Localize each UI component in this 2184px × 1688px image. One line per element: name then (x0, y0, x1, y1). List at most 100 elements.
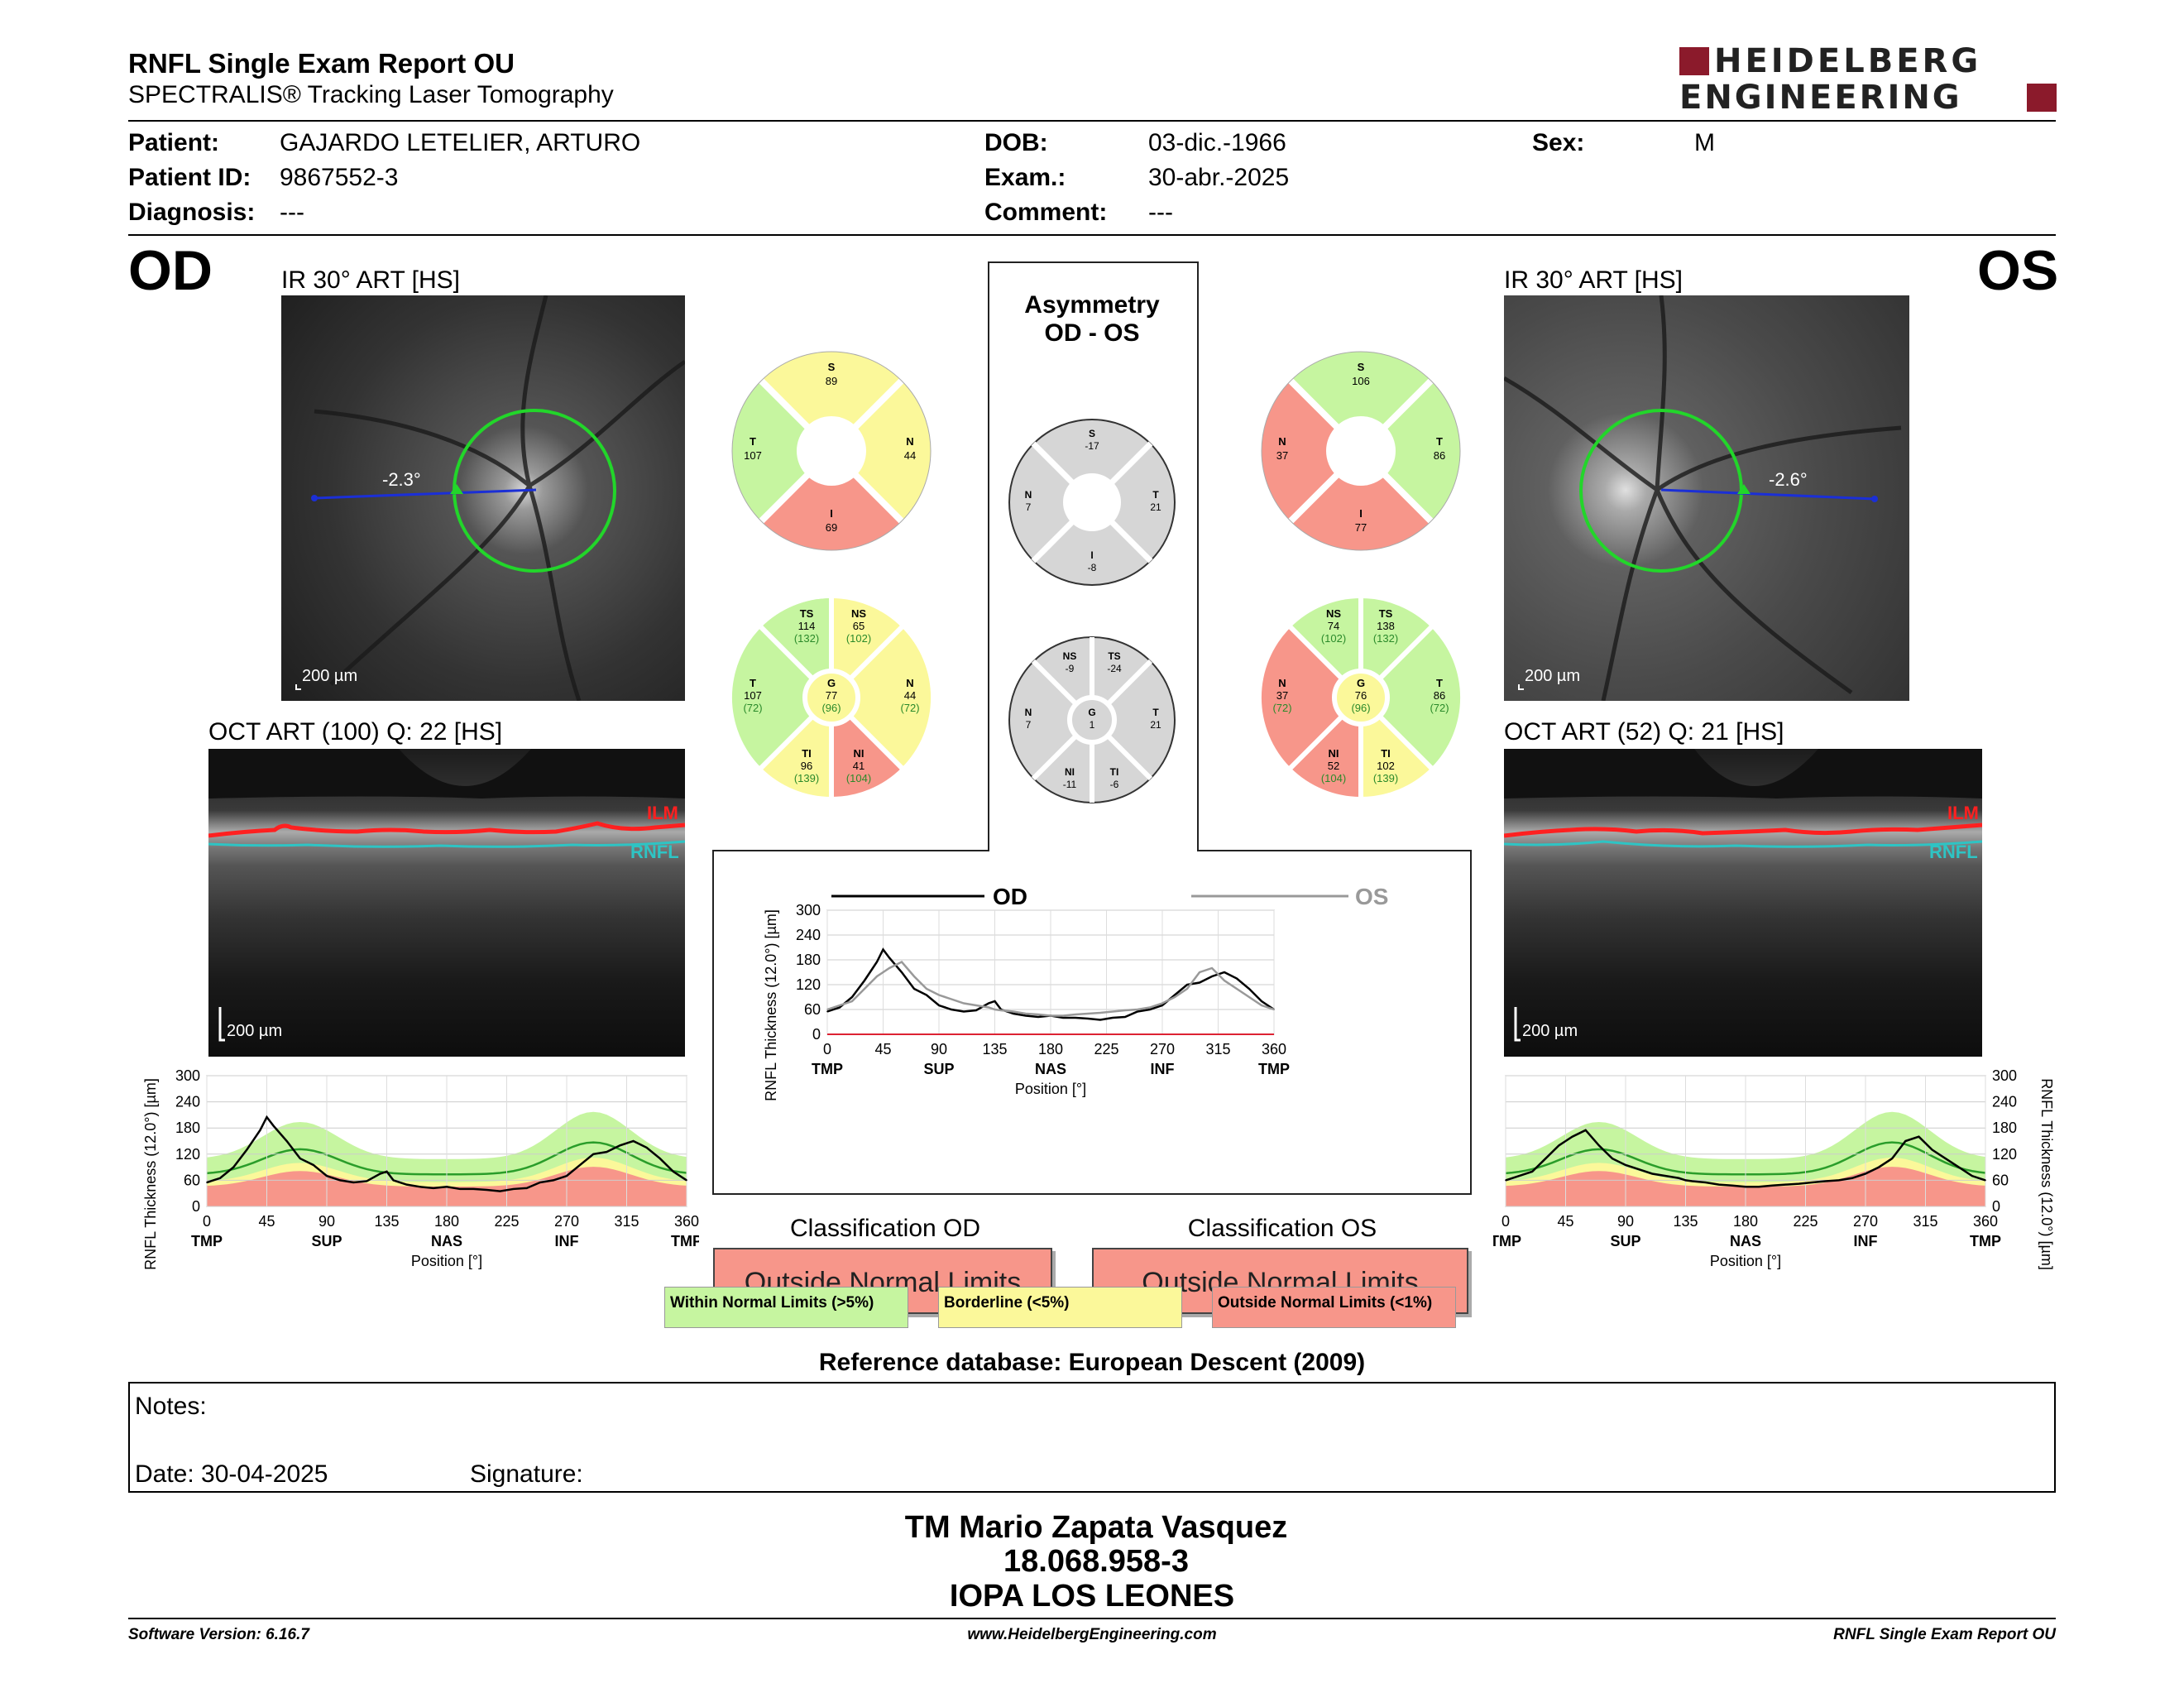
svg-text:T: T (1152, 489, 1159, 501)
svg-text:N: N (1025, 489, 1032, 501)
svg-text:S: S (828, 361, 836, 373)
region-label: TMP (1258, 1061, 1290, 1077)
od-ir-scale: 200 µm (302, 667, 357, 685)
svg-text:106: 106 (1352, 375, 1370, 387)
data-point (1025, 1014, 1027, 1017)
y-tick-label: 60 (1992, 1172, 2009, 1188)
od-ilm-label: ILM (647, 803, 678, 823)
data-point (1784, 1183, 1787, 1186)
svg-text:21: 21 (1150, 719, 1161, 731)
data-point (486, 1189, 488, 1191)
footer-report: RNFL Single Exam Report OU (1833, 1626, 2056, 1643)
os-angle-text: -2.6° (1769, 469, 1808, 490)
data-point (1625, 1164, 1626, 1166)
region-label: TMP (812, 1061, 843, 1077)
data-point (1531, 1171, 1534, 1172)
signer-rut: 18.068.958-3 (1003, 1544, 1189, 1579)
os-ni-sector (1291, 698, 1361, 797)
od-n6-sector (831, 627, 932, 768)
classification-od-label: Classification OD (789, 1215, 981, 1242)
legend-borderline: Borderline (<5%) (938, 1287, 1182, 1328)
data-point (266, 1116, 268, 1118)
data-point (1704, 1182, 1707, 1183)
data-point (1651, 1172, 1654, 1175)
od-ts-sector (761, 597, 831, 698)
data-point (1013, 1013, 1014, 1014)
svg-text:7: 7 (1026, 719, 1032, 731)
svg-text:TS: TS (1379, 607, 1393, 620)
x-tick-label: 360 (674, 1213, 699, 1230)
data-point (525, 1187, 528, 1189)
data-point (1518, 1175, 1520, 1177)
od-thickness-chart: 0 60 120 180 240 300 0 45 90 135 180 225 270 315 360 TM… (142, 1067, 699, 1270)
y-tick-label: 300 (175, 1067, 200, 1084)
region-label: SUP (311, 1233, 342, 1249)
data-point (1584, 1129, 1587, 1131)
divider-patient (128, 234, 2056, 236)
data-point (1891, 1158, 1894, 1159)
data-point (1112, 1017, 1114, 1019)
data-point (963, 1002, 965, 1005)
svg-text:T: T (1436, 677, 1443, 689)
os-ti-sector (1361, 698, 1431, 798)
y-axis-label: RNFL Thickness (12.0°) [µm] (142, 1078, 159, 1270)
svg-text:(102): (102) (846, 632, 871, 645)
data-point (1957, 1166, 1960, 1168)
data-point (553, 1179, 554, 1182)
os-axis-line (1660, 488, 1875, 501)
footer-version: Software Version: 6.16.7 (128, 1626, 309, 1643)
data-point (951, 998, 952, 1000)
data-point (419, 1186, 421, 1188)
exam-label: Exam.: (984, 164, 1066, 191)
os-eye-label: OS (1977, 239, 2059, 302)
data-point (975, 1009, 977, 1011)
data-point (1149, 1006, 1151, 1009)
region-label: TMP (671, 1233, 699, 1249)
data-point (913, 988, 915, 990)
data-point (1174, 994, 1176, 996)
comment-label: Comment: (984, 199, 1108, 226)
data-point (206, 1182, 208, 1183)
svg-text:(72): (72) (900, 702, 919, 714)
patient-value: GAJARDO LETELIER, ARTURO (280, 129, 641, 156)
data-point (951, 1009, 952, 1010)
patient-label: Patient: (128, 129, 220, 156)
x-tick-label: 180 (434, 1213, 459, 1230)
data-point (1971, 1175, 1973, 1177)
data-point (1684, 1179, 1687, 1182)
data-point (1811, 1182, 1813, 1183)
data-point (285, 1140, 288, 1142)
x-tick-label: 270 (1853, 1213, 1878, 1230)
data-point (1174, 996, 1176, 998)
sex-value: M (1694, 129, 1715, 156)
data-point (1597, 1144, 1600, 1147)
svg-text:T: T (1436, 435, 1443, 448)
data-point (864, 988, 865, 990)
dob-label: DOB: (984, 129, 1048, 156)
svg-text:52: 52 (1328, 760, 1339, 772)
y-tick-label: 0 (192, 1198, 200, 1215)
data-point (632, 1140, 635, 1142)
data-point (1851, 1177, 1853, 1179)
data-point (579, 1164, 581, 1166)
data-point (1878, 1166, 1880, 1168)
asymmetry-subtitle: OD - OS (1044, 319, 1140, 347)
os-n6-sector (1261, 627, 1361, 768)
region-label: INF (1854, 1233, 1878, 1249)
data-point (299, 1158, 301, 1159)
data-point (1261, 1005, 1262, 1006)
y-tick-label: 240 (796, 927, 821, 943)
data-point (1837, 1179, 1840, 1182)
svg-text:76: 76 (1355, 689, 1367, 702)
data-point (876, 961, 878, 963)
svg-text:102: 102 (1377, 760, 1395, 772)
svg-text:-6: -6 (1110, 779, 1119, 790)
data-point (1062, 1014, 1064, 1017)
data-point (1273, 1009, 1275, 1010)
os-ir-scale: 200 µm (1525, 667, 1580, 685)
data-point (459, 1188, 461, 1190)
data-point (1149, 1009, 1151, 1010)
data-point (876, 976, 878, 977)
svg-text:S: S (1089, 428, 1095, 439)
svg-text:N: N (1278, 435, 1286, 448)
